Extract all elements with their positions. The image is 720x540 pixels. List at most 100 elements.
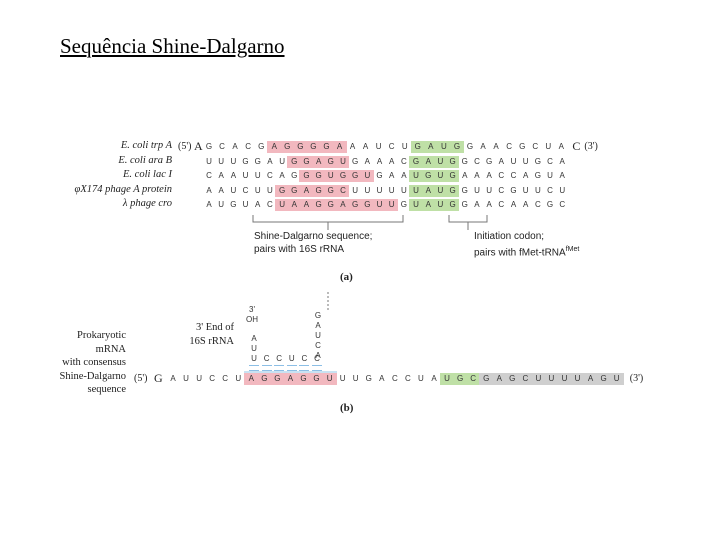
nucleotide: U	[548, 374, 555, 383]
organism-label: λ phage cro	[122, 198, 172, 209]
nucleotide: G	[486, 156, 493, 166]
nucleotide: C	[267, 171, 273, 180]
label-line: mRNA	[95, 343, 126, 355]
nucleotide: U	[254, 185, 261, 195]
nucleotide: C	[547, 156, 553, 166]
rrna-nucleotide: A	[315, 321, 321, 330]
nucleotide: A	[558, 142, 565, 151]
nucleotide: G	[291, 156, 298, 166]
rrna-oh: OH	[246, 315, 258, 324]
base-pair-mark	[274, 365, 285, 371]
nucleotide: G	[425, 171, 432, 180]
nucleotide: G	[205, 142, 213, 151]
five-prime-label: (5')	[178, 141, 192, 152]
nucleotide: U	[242, 171, 249, 180]
organism-label: E. coli ara B	[118, 154, 172, 166]
first-nucleotide: G	[154, 371, 163, 385]
nucleotide: U	[441, 142, 447, 151]
nucleotide: A	[523, 200, 529, 209]
nucleotide: U	[486, 185, 493, 195]
nucleotide: A	[379, 374, 385, 383]
init-caption-line1: Initiation codon;	[474, 231, 545, 242]
nucleotide: C	[498, 171, 505, 180]
nucleotide: A	[340, 200, 346, 209]
nucleotide: G	[546, 200, 554, 209]
nucleotide: G	[258, 142, 265, 151]
nucleotide: G	[365, 374, 372, 383]
nucleotide: U	[400, 185, 407, 195]
nucleotide: G	[274, 374, 281, 383]
nucleotide: A	[428, 142, 434, 151]
nucleotide: U	[279, 156, 285, 166]
nucleotide: U	[413, 200, 419, 209]
nucleotide: A	[425, 185, 431, 195]
nucleotide: U	[388, 185, 395, 195]
rrna-nucleotide: U	[315, 331, 321, 340]
nucleotide: A	[232, 142, 238, 151]
nucleotide: G	[600, 374, 607, 383]
nucleotide: U	[230, 156, 237, 166]
nucleotide: U	[339, 374, 346, 383]
nucleotide: A	[218, 171, 224, 180]
nucleotide: G	[278, 185, 286, 195]
label-line: Shine-Dalgarno	[59, 370, 126, 382]
nucleotide: U	[326, 374, 333, 383]
nucleotide: A	[496, 374, 502, 383]
nucleotide: U	[254, 171, 261, 180]
nucleotide: U	[444, 374, 450, 383]
nucleotide: A	[498, 156, 504, 166]
nucleotide: A	[425, 156, 431, 166]
last-nucleotide: C	[572, 139, 581, 153]
shine-dalgarno-highlight	[275, 184, 350, 197]
nucleotide: C	[498, 185, 505, 195]
nucleotide: A	[493, 142, 499, 151]
start-codon-highlight	[409, 155, 459, 168]
nucleotide: A	[474, 171, 480, 180]
label-line: 16S rRNA	[189, 335, 234, 347]
nucleotide: A	[425, 200, 431, 209]
nucleotide: U	[413, 185, 419, 195]
shine-dalgarno-highlight	[244, 373, 337, 385]
rrna-paired-nucleotide: U	[288, 354, 295, 363]
nucleotide: A	[474, 200, 480, 209]
nucleotide: U	[545, 142, 552, 151]
nucleotide: A	[364, 156, 370, 166]
nucleotide: U	[376, 200, 383, 209]
nucleotide: A	[287, 374, 294, 383]
nucleotide: U	[196, 374, 202, 383]
nucleotide: C	[400, 156, 407, 166]
nucleotide: C	[388, 142, 395, 151]
nucleotide: G	[453, 142, 461, 151]
nucleotide: G	[400, 200, 407, 209]
nucleotide: G	[327, 156, 334, 166]
label-line: 3' End of	[195, 322, 234, 333]
nucleotide: U	[327, 171, 334, 180]
shine-dalgarno-highlight	[267, 141, 347, 153]
nucleotide: U	[375, 142, 382, 151]
nucleotide: C	[510, 171, 517, 180]
nucleotide: U	[510, 156, 517, 166]
nucleotide: G	[315, 171, 322, 180]
nucleotide: C	[470, 374, 477, 383]
rrna-nucleotide: C	[315, 341, 321, 350]
nucleotide: A	[587, 374, 594, 383]
nucleotide: U	[534, 185, 541, 195]
nucleotide: U	[352, 374, 359, 383]
nucleotide: U	[218, 156, 225, 166]
nucleotide: U	[352, 185, 359, 195]
organism-label: E. coli trp A	[120, 140, 172, 151]
nucleotide: A	[362, 142, 369, 151]
rrna-nucleotide: A	[251, 334, 257, 343]
nucleotide: C	[559, 200, 566, 209]
nucleotide: U	[267, 185, 273, 195]
nucleotide: A	[267, 156, 273, 166]
init-caption-line2: pairs with fMet-tRNAfMet	[474, 244, 579, 259]
nucleotide: A	[349, 142, 356, 151]
nucleotide: A	[315, 156, 322, 166]
nucleotide: A	[431, 374, 437, 383]
init-caption-text: pairs with fMet-tRNA	[474, 247, 566, 259]
nucleotide: A	[523, 171, 529, 180]
start-codon-highlight	[409, 170, 459, 182]
